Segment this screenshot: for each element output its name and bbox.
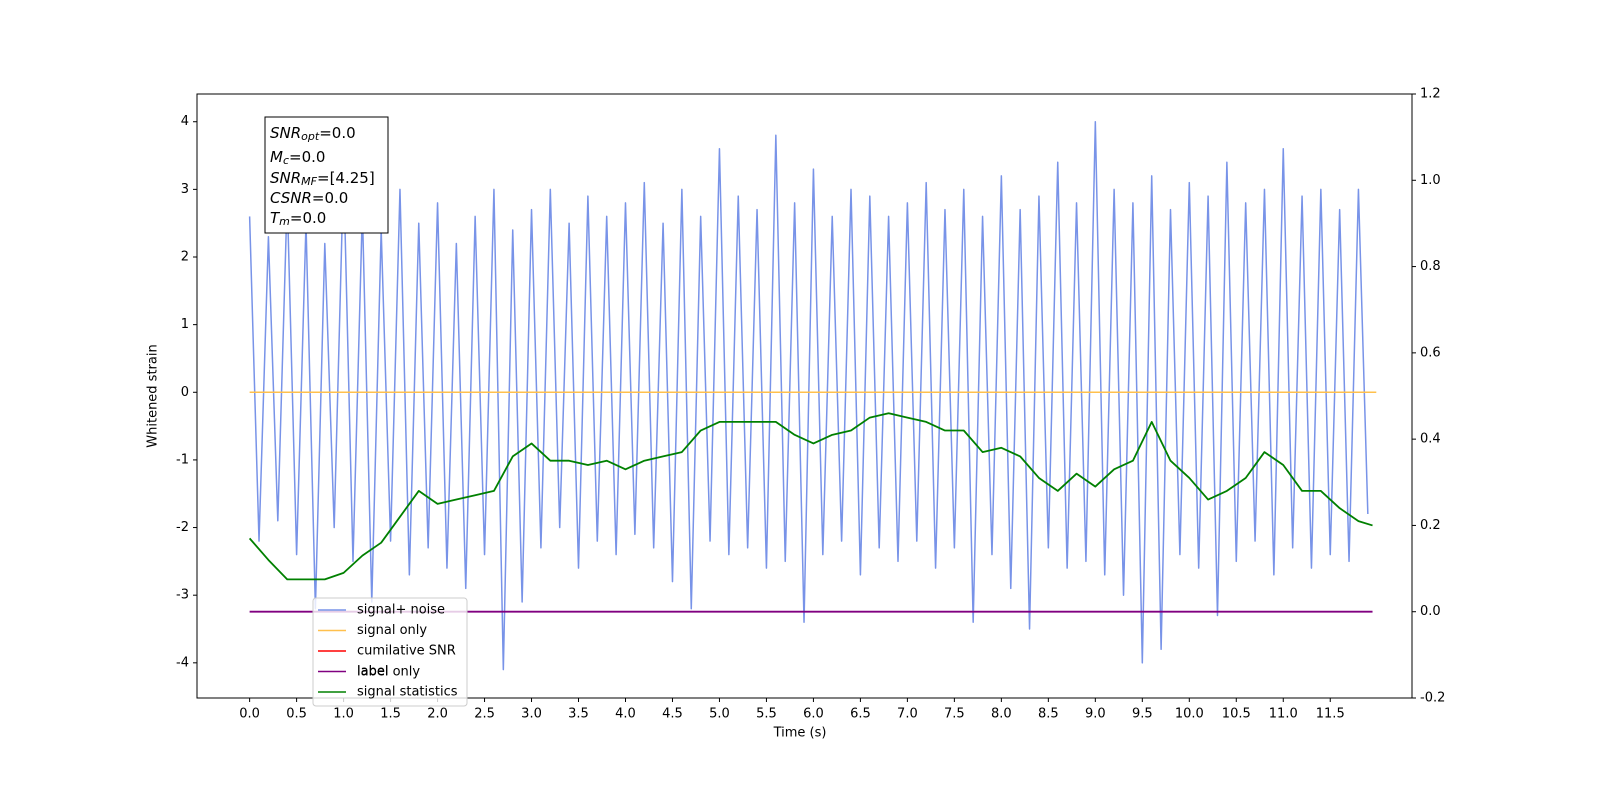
x-tick-label: 11.5 [1316,707,1345,722]
x-tick-label: 10.0 [1175,707,1204,722]
annotation-symbol: M [270,148,283,166]
x-tick-label: 4.0 [615,707,636,722]
y-tick-label: 0 [181,385,189,400]
annotation-symbol: T [270,209,281,227]
y-tick-label: -2 [176,520,189,535]
x-tick-label: 0.0 [239,707,260,722]
y2-tick-label: -0.2 [1420,691,1445,706]
y-tick-label: -4 [176,655,189,670]
annotation: SNRopt=0.0Mc=0.0SNRMF=[4.25]CSNR=0.0Tm=0… [264,116,389,234]
legend-label: signal only [357,623,427,638]
annotation-symbol: SNR [270,124,301,142]
x-tick-label: 8.5 [1038,707,1059,722]
annotation-value: =0.0 [290,209,326,227]
y-tick-label: 3 [181,182,189,197]
x-tick-label: 7.5 [944,707,965,722]
y2-tick-label: 1.0 [1420,173,1441,188]
x-tick-label: 1.5 [380,707,401,722]
x-tick-label: 6.5 [850,707,871,722]
y2-tick-label: 0.4 [1420,432,1441,447]
annotation-line: SNRMF=[4.25] [270,169,375,189]
annotation-symbol: CSNR [270,189,312,207]
x-tick-label: 8.0 [991,707,1012,722]
x-tick-label: 1.0 [333,707,354,722]
annotation-line: Tm=0.0 [270,209,326,229]
x-tick-label: 10.5 [1222,707,1251,722]
x-tick-label: 9.0 [1085,707,1106,722]
annotation-subscript: c [283,154,289,167]
legend-label: label [357,664,388,679]
x-tick-label: 6.0 [803,707,824,722]
axes-frame [196,93,1413,699]
annotation-value: =[4.25] [317,169,375,187]
annotation-box [264,116,389,234]
annotation-value: =0.0 [319,124,355,142]
annotation-subscript: MF [301,175,317,188]
x-axis-label: Time (s) [773,726,827,741]
y-tick-label: 4 [181,114,189,129]
legend-label: signal statistics [357,685,458,700]
x-tick-label: 11.0 [1269,707,1298,722]
annotation-symbol: SNR [270,169,301,187]
legend-label: signal+ noise [357,603,445,618]
annotation-line: Mc=0.0 [270,148,325,168]
legend: label only signal+ noise signal only cumila… [312,597,468,707]
x-tick-label: 2.5 [474,707,495,722]
x-tick-label: 3.5 [568,707,589,722]
series-line [248,120,1369,671]
legend-box [312,597,468,707]
y-tick-label: -1 [176,452,189,467]
x-tick-label: 9.5 [1132,707,1153,722]
annotation-line: SNRopt=0.0 [270,124,356,144]
y-tick-label: 2 [181,250,189,265]
annotation-subscript: m [279,215,290,228]
x-tick-label: 7.0 [897,707,918,722]
x-tick-label: 4.5 [662,707,683,722]
legend-overlay-label: label only [357,665,420,680]
y-axis-label: Whitened strain [146,344,161,447]
x-tick-label: 0.5 [286,707,307,722]
y2-tick-label: 1.2 [1420,87,1441,102]
y2-tick-label: 0.6 [1420,345,1441,360]
annotation-value: =0.0 [312,189,348,207]
y-tick-label: -3 [176,588,189,603]
y2-tick-label: 0.2 [1420,518,1441,533]
legend-label: cumilative SNR [357,644,456,659]
y-tick-label: 1 [181,317,189,332]
series-line [248,412,1373,581]
x-tick-label: 5.0 [709,707,730,722]
x-tick-label: 2.0 [427,707,448,722]
y2-tick-label: 0.0 [1420,604,1441,619]
annotation-subscript: opt [301,130,320,143]
annotation-value: =0.0 [289,148,325,166]
y2-tick-label: 0.8 [1420,259,1441,274]
annotation-line: CSNR=0.0 [270,189,348,207]
x-tick-label: 3.0 [521,707,542,722]
x-tick-label: 5.5 [756,707,777,722]
